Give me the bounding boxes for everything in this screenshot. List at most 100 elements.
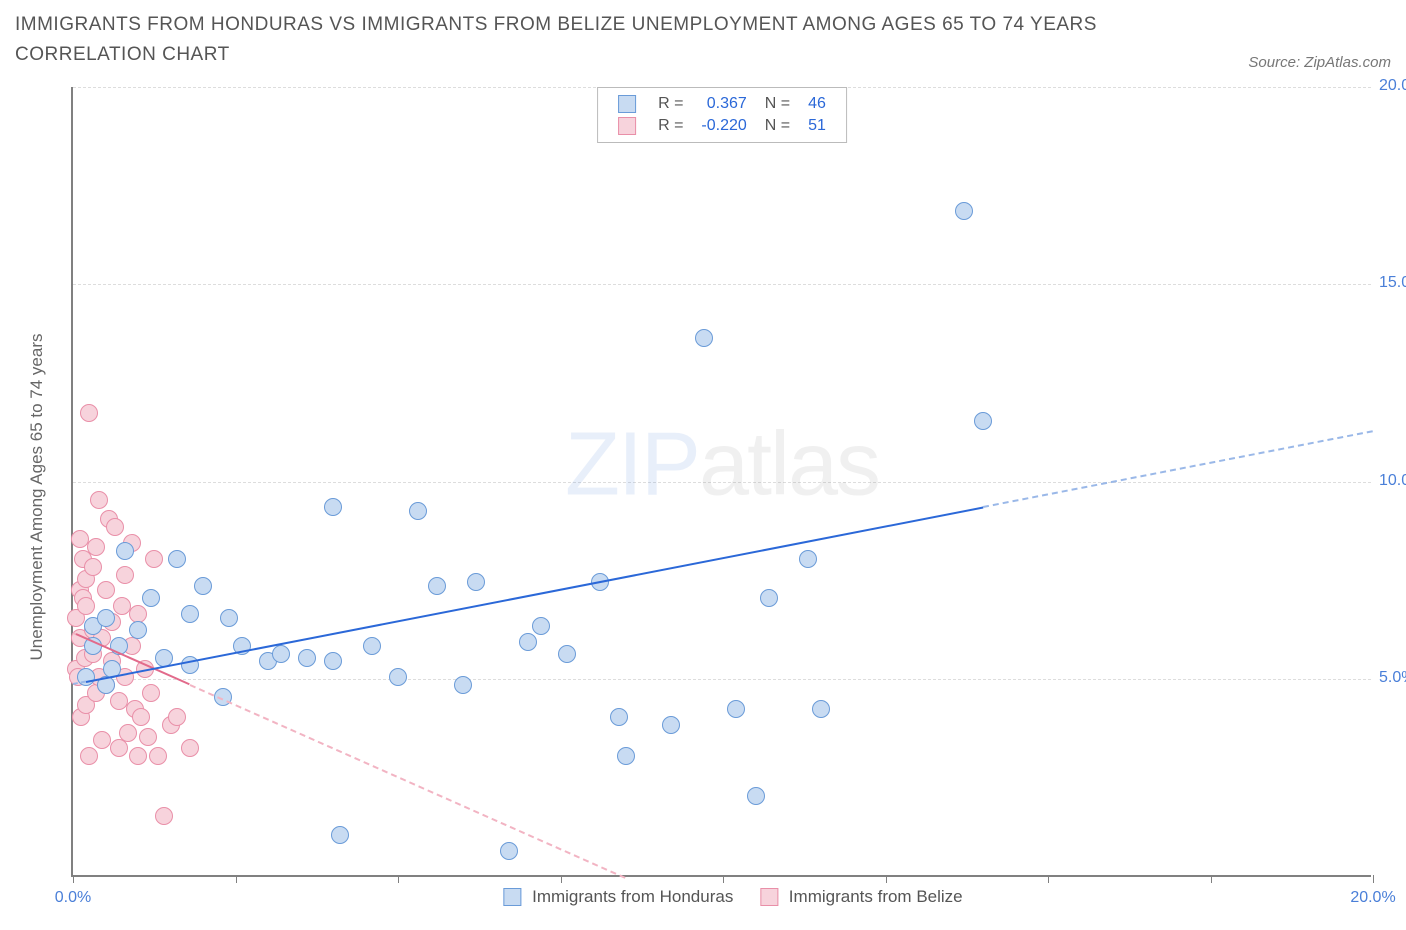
data-point-honduras: [747, 787, 765, 805]
series-label-belize: Immigrants from Belize: [789, 887, 963, 906]
gridline: [73, 482, 1371, 483]
data-point-belize: [155, 807, 173, 825]
x-tick: [236, 875, 237, 883]
data-point-belize: [168, 708, 186, 726]
data-point-belize: [77, 597, 95, 615]
data-point-honduras: [168, 550, 186, 568]
data-point-honduras: [389, 668, 407, 686]
swatch-belize: [618, 117, 636, 135]
data-point-honduras: [727, 700, 745, 718]
x-tick-label: 20.0%: [1350, 889, 1395, 907]
data-point-honduras: [272, 645, 290, 663]
trend-line-honduras: [86, 506, 983, 682]
data-point-honduras: [662, 716, 680, 734]
data-point-honduras: [181, 605, 199, 623]
correlation-table: R = 0.367 N = 46 R = -0.220 N = 51: [608, 92, 836, 138]
data-point-belize: [119, 724, 137, 742]
legend-row-honduras: R = 0.367 N = 46: [610, 94, 834, 114]
legend-row-belize: R = -0.220 N = 51: [610, 116, 834, 136]
swatch-honduras: [503, 888, 521, 906]
y-tick-label: 5.0%: [1379, 669, 1406, 687]
data-point-honduras: [324, 652, 342, 670]
data-point-honduras: [532, 617, 550, 635]
data-point-honduras: [799, 550, 817, 568]
n-label: N =: [757, 94, 798, 114]
r-label: R =: [650, 94, 691, 114]
y-axis-label: Unemployment Among Ages 65 to 74 years: [27, 333, 47, 660]
trend-line-belize-extrapolated: [190, 684, 626, 879]
x-tick-label: 0.0%: [55, 889, 91, 907]
data-point-belize: [87, 538, 105, 556]
x-tick: [1211, 875, 1212, 883]
data-point-belize: [181, 739, 199, 757]
data-point-belize: [132, 708, 150, 726]
n-value-belize: 51: [800, 116, 834, 136]
x-tick: [1048, 875, 1049, 883]
y-tick-label: 10.0%: [1379, 472, 1406, 490]
x-tick: [886, 875, 887, 883]
correlation-chart: Unemployment Among Ages 65 to 74 years Z…: [15, 77, 1391, 917]
r-value-belize: -0.220: [693, 116, 754, 136]
data-point-belize: [116, 566, 134, 584]
series-label-honduras: Immigrants from Honduras: [532, 887, 733, 906]
data-point-belize: [139, 728, 157, 746]
data-point-belize: [80, 404, 98, 422]
data-point-honduras: [955, 202, 973, 220]
n-label: N =: [757, 116, 798, 136]
data-point-honduras: [331, 826, 349, 844]
gridline: [73, 679, 1371, 680]
data-point-belize: [90, 491, 108, 509]
watermark: ZIPatlas: [565, 414, 879, 517]
x-tick: [1373, 875, 1374, 883]
swatch-honduras: [618, 95, 636, 113]
chart-title: IMMIGRANTS FROM HONDURAS VS IMMIGRANTS F…: [15, 10, 1165, 71]
x-tick: [723, 875, 724, 883]
data-point-belize: [149, 747, 167, 765]
data-point-honduras: [617, 747, 635, 765]
data-point-honduras: [467, 573, 485, 591]
data-point-honduras: [97, 609, 115, 627]
source-attribution: Source: ZipAtlas.com: [1248, 54, 1391, 71]
data-point-honduras: [428, 577, 446, 595]
plot-area: ZIPatlas R = 0.367 N = 46 R = -0.220 N =…: [71, 87, 1371, 877]
x-tick: [398, 875, 399, 883]
y-tick-label: 20.0%: [1379, 77, 1406, 95]
data-point-honduras: [760, 589, 778, 607]
data-point-belize: [84, 558, 102, 576]
data-point-honduras: [324, 498, 342, 516]
data-point-honduras: [298, 649, 316, 667]
watermark-brand-b: atlas: [699, 415, 879, 515]
data-point-belize: [106, 518, 124, 536]
y-tick-label: 15.0%: [1379, 274, 1406, 292]
trend-line-honduras-extrapolated: [983, 430, 1373, 508]
source-prefix: Source:: [1248, 54, 1304, 71]
x-tick: [73, 875, 74, 883]
data-point-honduras: [812, 700, 830, 718]
data-point-belize: [97, 581, 115, 599]
data-point-belize: [129, 747, 147, 765]
series-legend: Immigrants from Honduras Immigrants from…: [481, 887, 962, 907]
data-point-honduras: [194, 577, 212, 595]
n-value-honduras: 46: [800, 94, 834, 114]
data-point-honduras: [116, 542, 134, 560]
data-point-honduras: [454, 676, 472, 694]
data-point-honduras: [129, 621, 147, 639]
data-point-honduras: [695, 329, 713, 347]
data-point-honduras: [142, 589, 160, 607]
source-name: ZipAtlas.com: [1304, 54, 1391, 71]
x-tick: [561, 875, 562, 883]
swatch-belize: [760, 888, 778, 906]
header: IMMIGRANTS FROM HONDURAS VS IMMIGRANTS F…: [15, 10, 1391, 71]
data-point-honduras: [409, 502, 427, 520]
data-point-belize: [145, 550, 163, 568]
data-point-belize: [142, 684, 160, 702]
data-point-honduras: [974, 412, 992, 430]
data-point-honduras: [220, 609, 238, 627]
data-point-belize: [110, 739, 128, 757]
data-point-honduras: [363, 637, 381, 655]
data-point-honduras: [558, 645, 576, 663]
data-point-honduras: [519, 633, 537, 651]
data-point-belize: [80, 747, 98, 765]
gridline: [73, 284, 1371, 285]
watermark-brand-a: ZIP: [565, 415, 699, 515]
